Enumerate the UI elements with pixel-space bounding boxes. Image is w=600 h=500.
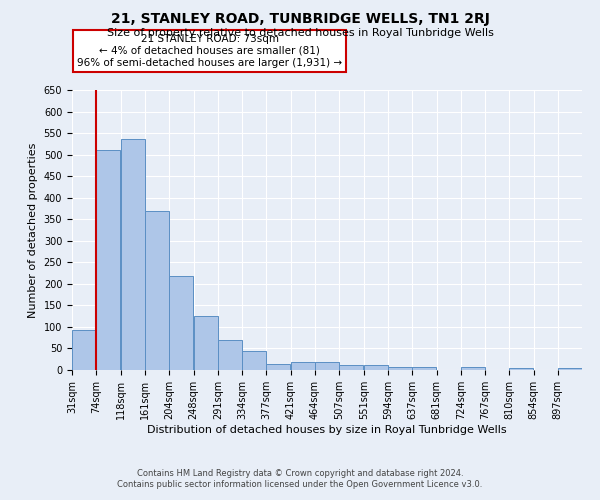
Text: Contains HM Land Registry data © Crown copyright and database right 2024.: Contains HM Land Registry data © Crown c… — [137, 468, 463, 477]
Bar — [339, 366, 363, 370]
Bar — [461, 368, 485, 370]
Bar — [315, 362, 339, 370]
Bar — [558, 368, 582, 370]
Bar — [96, 150, 120, 370]
Bar — [72, 330, 96, 370]
Bar — [364, 366, 388, 370]
Bar — [388, 368, 412, 370]
Text: 21, STANLEY ROAD, TUNBRIDGE WELLS, TN1 2RJ: 21, STANLEY ROAD, TUNBRIDGE WELLS, TN1 2… — [110, 12, 490, 26]
Bar — [509, 368, 533, 370]
Text: Contains public sector information licensed under the Open Government Licence v3: Contains public sector information licen… — [118, 480, 482, 489]
Bar — [121, 138, 145, 370]
Text: Size of property relative to detached houses in Royal Tunbridge Wells: Size of property relative to detached ho… — [107, 28, 493, 38]
Bar — [194, 316, 218, 370]
Bar — [266, 364, 290, 370]
Bar — [412, 368, 436, 370]
X-axis label: Distribution of detached houses by size in Royal Tunbridge Wells: Distribution of detached houses by size … — [147, 424, 507, 434]
Bar — [145, 211, 169, 370]
Bar — [242, 352, 266, 370]
Bar — [218, 340, 242, 370]
Bar — [169, 276, 193, 370]
Bar — [291, 362, 315, 370]
Y-axis label: Number of detached properties: Number of detached properties — [28, 142, 38, 318]
Text: 21 STANLEY ROAD: 73sqm
← 4% of detached houses are smaller (81)
96% of semi-deta: 21 STANLEY ROAD: 73sqm ← 4% of detached … — [77, 34, 342, 68]
